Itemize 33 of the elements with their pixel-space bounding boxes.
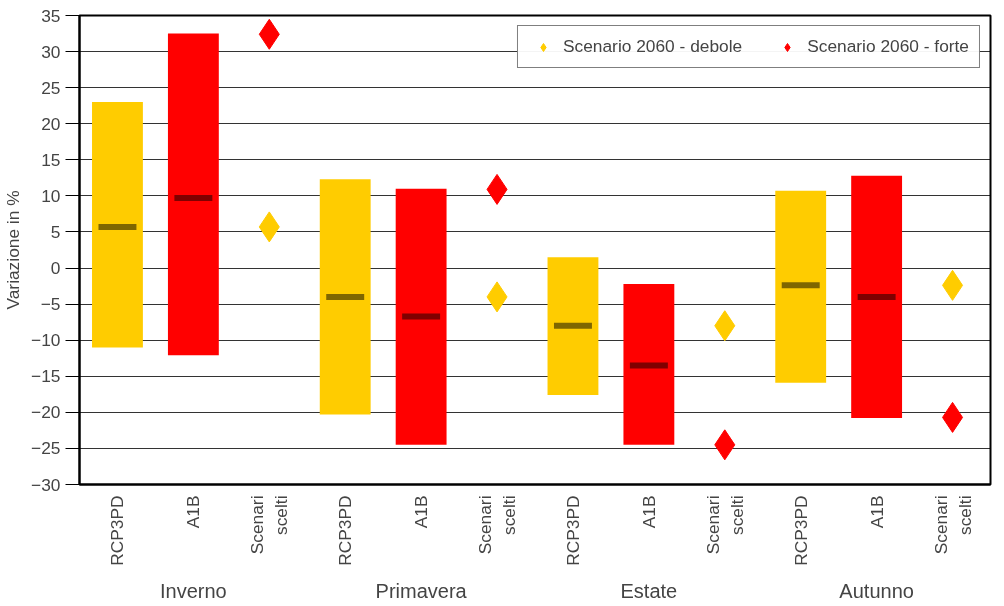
y-tick-label: 20	[41, 113, 61, 134]
x-tick-label: A1B	[638, 495, 659, 529]
x-tick-label: A1B	[411, 495, 432, 529]
x-tick-label: RCP3PD	[562, 495, 583, 566]
x-tick-label: RCP3PD	[335, 495, 356, 566]
y-tick-label: −10	[31, 330, 61, 351]
x-tick-label: RCP3PD	[790, 495, 811, 566]
y-tick-label: 0	[50, 258, 61, 279]
y-tick-label: 25	[41, 77, 61, 98]
legend-label: Scenario 2060 - forte	[807, 36, 969, 57]
x-tick-label: Scenari scelti	[475, 495, 520, 555]
x-tick-label: A1B	[183, 495, 204, 529]
x-tick-label: Scenari scelti	[930, 495, 975, 555]
y-tick-label: 10	[41, 185, 61, 206]
x-tick-label: RCP3PD	[107, 495, 128, 566]
y-tick-label: −5	[40, 294, 61, 315]
y-tick-label: −30	[31, 474, 61, 495]
text: Inverno	[160, 579, 227, 602]
y-tick-label: −25	[31, 438, 61, 459]
x-tick-label: Scenari scelti	[247, 495, 292, 555]
y-tick-label: 5	[50, 221, 61, 242]
y-tick-label: −20	[31, 402, 61, 423]
text: Estate	[620, 579, 678, 602]
y-tick-label: 30	[41, 41, 61, 62]
text: Primavera	[375, 579, 468, 602]
text: Autunno	[839, 579, 914, 602]
y-tick-label: 15	[41, 149, 61, 170]
y-tick-label: −15	[31, 366, 61, 387]
legend-label: Scenario 2060 - debole	[562, 36, 743, 57]
x-tick-label: A1B	[866, 495, 887, 529]
y-axis-title: Variazione in %	[3, 190, 24, 310]
x-tick-label: Scenari scelti	[702, 495, 747, 555]
y-tick-label: 35	[41, 5, 61, 26]
